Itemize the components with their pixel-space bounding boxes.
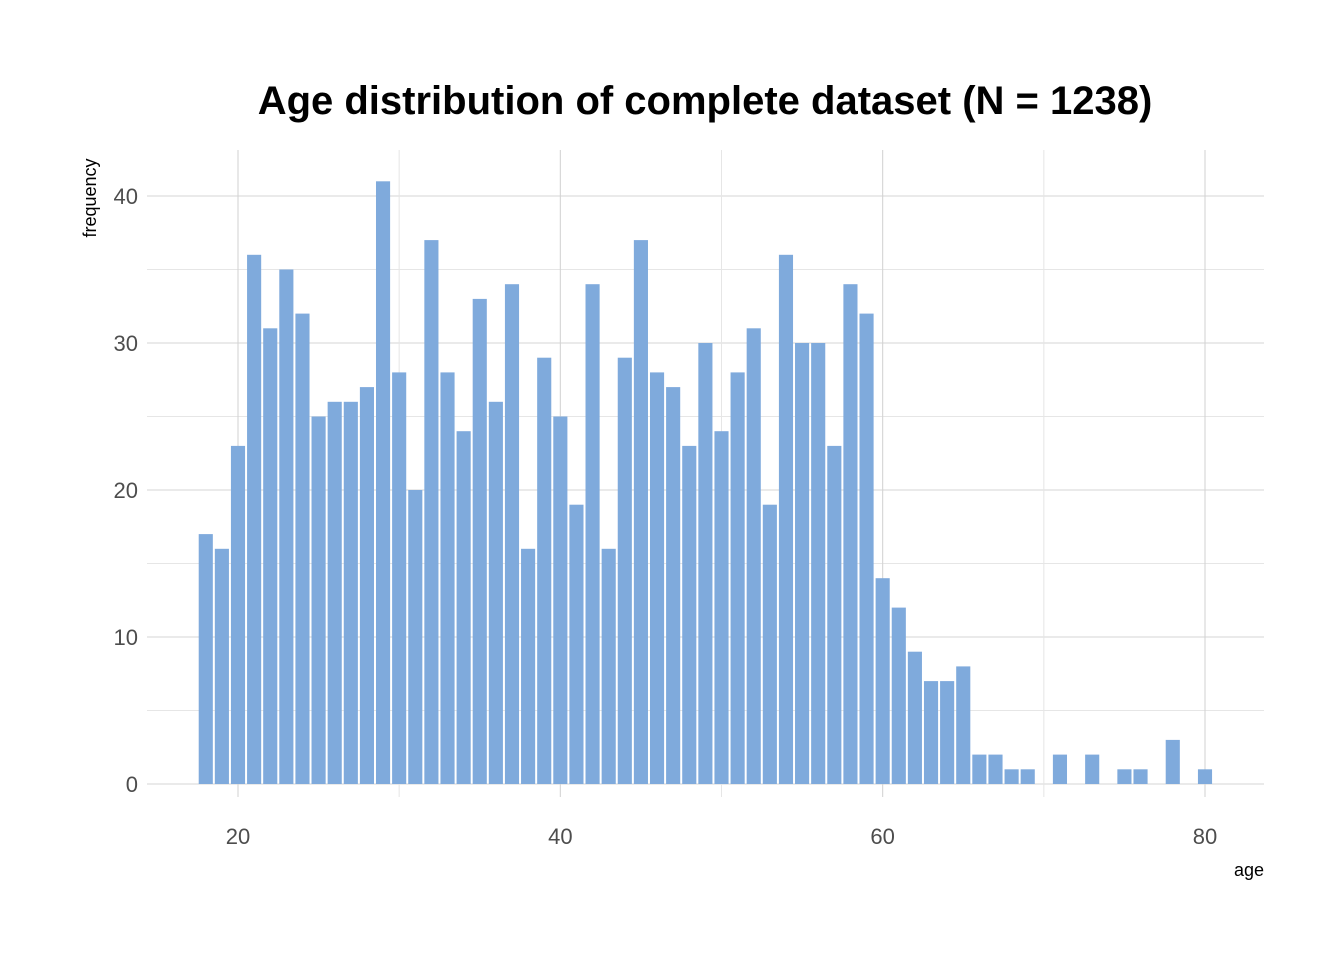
- histogram-bar: [956, 666, 971, 784]
- y-axis-ticks: 0 10 20 30 40: [114, 184, 138, 797]
- bars: [198, 181, 1213, 785]
- histogram-bar: [553, 416, 568, 784]
- y-tick-label: 20: [114, 478, 138, 503]
- histogram-bar: [585, 284, 600, 784]
- histogram-bar: [972, 754, 987, 784]
- x-axis-label: age: [1234, 860, 1264, 880]
- histogram-bar: [617, 357, 632, 784]
- histogram-bar: [408, 490, 423, 784]
- histogram-bar: [633, 240, 648, 785]
- histogram-bar: [649, 372, 665, 784]
- histogram-bar: [456, 431, 471, 784]
- histogram-bar: [1197, 769, 1213, 784]
- histogram-bar: [537, 357, 552, 784]
- x-tick-label: 20: [226, 824, 250, 849]
- histogram-bar: [424, 240, 439, 785]
- histogram-bar: [311, 416, 326, 784]
- histogram-bar: [569, 504, 584, 784]
- histogram-bar: [714, 431, 729, 784]
- histogram-bar: [811, 343, 826, 784]
- histogram-bar: [827, 445, 842, 784]
- histogram-bar: [1004, 769, 1019, 784]
- y-axis-label: frequency: [80, 158, 100, 237]
- histogram-bar: [795, 343, 810, 784]
- histogram-bar: [214, 548, 229, 784]
- histogram-bar: [263, 328, 278, 784]
- histogram-bar: [359, 387, 374, 784]
- histogram-bar: [230, 445, 246, 784]
- histogram-bar: [504, 284, 520, 784]
- histogram-bar: [521, 548, 536, 784]
- histogram-bar: [488, 401, 503, 784]
- histogram-bar: [1117, 769, 1132, 784]
- histogram-bar: [392, 372, 407, 784]
- histogram-bar: [375, 181, 391, 785]
- y-tick-label: 0: [126, 772, 138, 797]
- x-tick-label: 80: [1193, 824, 1217, 849]
- histogram-bar: [778, 254, 794, 785]
- histogram-bar: [907, 651, 922, 784]
- histogram-bar: [940, 681, 955, 784]
- histogram-bar: [472, 298, 487, 784]
- histogram-bar: [327, 401, 342, 784]
- histogram-bar: [1165, 739, 1180, 784]
- histogram-bar: [440, 372, 455, 784]
- histogram-bar: [988, 754, 1003, 784]
- x-tick-label: 40: [548, 824, 572, 849]
- y-tick-label: 10: [114, 625, 138, 650]
- histogram-bar: [1020, 769, 1035, 784]
- histogram-bar: [601, 548, 616, 784]
- y-tick-label: 40: [114, 184, 138, 209]
- y-tick-label: 30: [114, 331, 138, 356]
- histogram-bar: [762, 504, 777, 784]
- histogram-bar: [875, 578, 890, 784]
- histogram-bar: [682, 445, 697, 784]
- histogram-bar: [198, 534, 213, 784]
- histogram-bar: [343, 401, 358, 784]
- x-axis-ticks: 20 40 60 80: [226, 824, 1217, 849]
- histogram-bar: [247, 254, 262, 785]
- histogram-bar: [891, 607, 906, 784]
- histogram-bar: [1085, 754, 1100, 784]
- histogram-bar: [1052, 754, 1068, 784]
- histogram-bar: [279, 269, 294, 784]
- x-tick-label: 60: [870, 824, 894, 849]
- histogram-bar: [923, 681, 939, 784]
- histogram-bar: [666, 387, 681, 784]
- histogram-bar: [698, 343, 713, 784]
- histogram-bar: [295, 313, 310, 784]
- histogram-bar: [843, 284, 858, 784]
- chart-title: Age distribution of complete dataset (N …: [258, 79, 1153, 123]
- histogram-bar: [859, 313, 874, 784]
- histogram-bar: [746, 328, 761, 784]
- histogram-bar: [730, 372, 745, 784]
- histogram-bar: [1133, 769, 1148, 784]
